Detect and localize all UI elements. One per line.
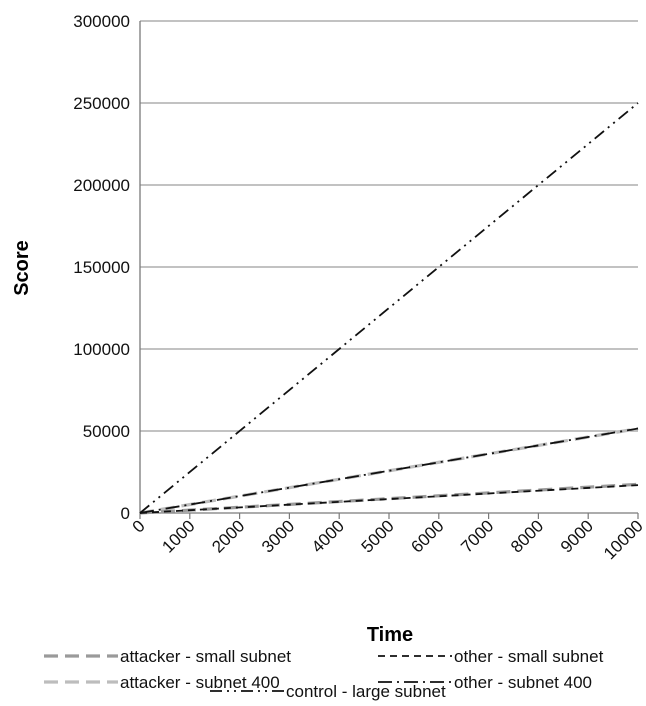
x-tick-label: 0 [129,516,149,536]
legend-label: other - small subnet [454,647,604,666]
y-tick-labels: 0 50000 100000 150000 200000 250000 300000 [73,12,130,523]
y-tick-label: 200000 [73,176,130,195]
legend-label: attacker - small subnet [120,647,291,666]
x-tick-label: 8000 [507,516,547,556]
legend-label: control - large subnet [286,682,446,701]
series-lines [139,102,639,515]
x-tick-label: 4000 [308,516,348,556]
y-axis-title: Score [11,240,33,296]
legend: attacker - small subnet other - small sub… [44,647,604,701]
series-line [139,102,639,514]
x-tick-label: 9000 [557,516,597,556]
series-line [139,427,639,514]
x-tick-label: 2000 [208,516,248,556]
x-tick-label: 7000 [457,516,497,556]
y-tick-label: 250000 [73,94,130,113]
y-tick-label: 300000 [73,12,130,31]
legend-label: attacker - subnet 400 [120,673,280,692]
x-tick-label: 3000 [258,516,298,556]
axes [139,21,639,519]
x-tick-label: 10000 [600,516,646,563]
y-tick-label: 100000 [73,340,130,359]
y-tick-label: 50000 [83,422,130,441]
x-tick-label: 1000 [158,516,198,556]
x-tick-label: 6000 [407,516,447,556]
x-axis-title: Time [367,624,413,646]
y-tick-label: 150000 [73,258,130,277]
legend-label: other - subnet 400 [454,673,592,692]
x-tick-labels: 0 1000 2000 3000 4000 5000 6000 7000 8000 9000 100… [129,516,646,563]
y-tick-label: 0 [121,504,130,523]
x-tick-label: 5000 [358,516,398,556]
gridlines [140,20,638,432]
